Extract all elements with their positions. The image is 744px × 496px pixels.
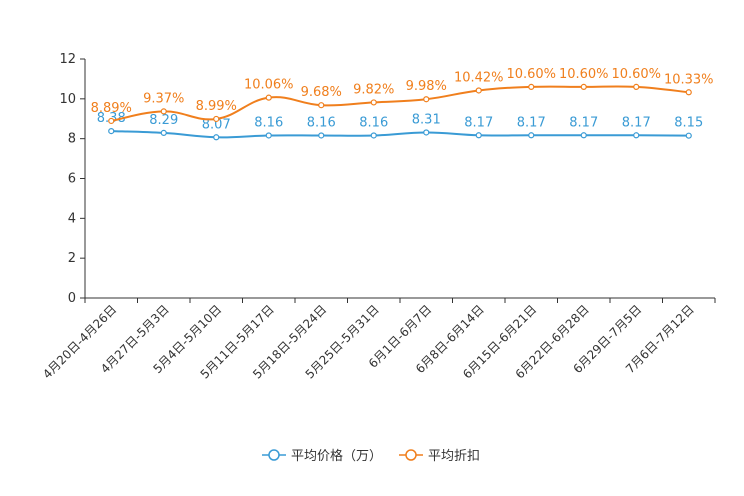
data-label: 8.07: [202, 117, 231, 132]
data-label: 10.06%: [244, 78, 294, 93]
legend-marker-2: [405, 449, 417, 461]
y-tick-label: 10: [59, 92, 76, 107]
data-label: 8.17: [569, 115, 598, 130]
series-line-1: [111, 130, 689, 139]
data-point: [633, 83, 640, 90]
y-tick-label: 12: [59, 52, 76, 67]
y-tick-label: 6: [68, 172, 76, 187]
data-label: 10.60%: [506, 67, 556, 82]
data-point: [318, 132, 325, 139]
data-point: [370, 99, 377, 106]
y-tick-label: 8: [68, 132, 76, 147]
series-line-2: [111, 85, 689, 122]
data-point: [108, 127, 115, 135]
data-label: 9.98%: [406, 79, 447, 94]
data-label: 8.29: [149, 113, 178, 128]
data-point: [685, 89, 692, 96]
data-label: 9.37%: [143, 91, 184, 106]
data-label: 8.17: [517, 115, 546, 130]
data-point: [580, 132, 587, 139]
data-label: 9.68%: [301, 85, 342, 100]
data-point: [528, 132, 535, 139]
y-tick-label: 0: [68, 291, 76, 306]
data-label: 8.89%: [91, 101, 132, 116]
data-label: 9.82%: [353, 82, 394, 97]
data-point: [580, 83, 587, 90]
data-label: 8.17: [464, 115, 493, 130]
data-label: 8.31: [412, 112, 441, 127]
legend-marker-1: [268, 449, 280, 461]
legend-label-2: 平均折扣: [428, 449, 480, 464]
data-point: [213, 134, 220, 141]
data-point: [265, 132, 272, 139]
data-label: 8.99%: [196, 99, 237, 114]
data-point: [370, 132, 377, 139]
legend-label-1: 平均价格（万）: [291, 448, 382, 464]
y-tick-label: 2: [68, 251, 76, 266]
data-label: 8.16: [307, 115, 336, 130]
data-label: 10.33%: [664, 72, 714, 87]
data-label: 10.60%: [559, 67, 609, 82]
data-point: [423, 129, 430, 136]
data-point: [685, 132, 692, 139]
data-label: 10.42%: [454, 70, 504, 85]
data-label: 8.16: [359, 115, 388, 130]
data-point: [475, 132, 482, 139]
data-point: [423, 96, 430, 103]
data-point: [475, 87, 482, 94]
data-point: [265, 94, 272, 101]
legend[interactable]: 平均价格（万） 平均折扣: [262, 448, 480, 464]
data-label: 8.16: [254, 115, 283, 130]
data-label: 8.15: [674, 116, 703, 131]
data-point: [633, 132, 640, 139]
data-point: [108, 117, 115, 125]
data-point: [318, 102, 325, 109]
data-point: [160, 108, 167, 115]
data-point: [160, 129, 167, 136]
series-group: 8.388.298.078.168.168.168.318.178.178.17…: [91, 67, 714, 141]
data-label: 10.60%: [611, 67, 661, 82]
data-point: [528, 83, 535, 90]
y-tick-label: 4: [68, 211, 76, 226]
data-point: [213, 115, 220, 123]
data-label: 8.17: [622, 115, 651, 130]
